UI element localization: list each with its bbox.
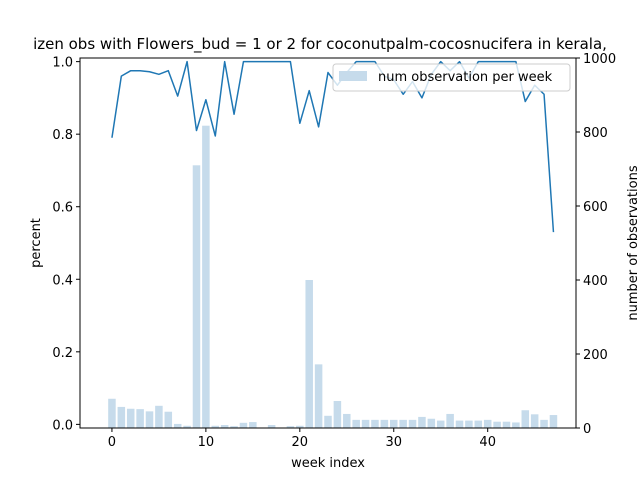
bar <box>230 426 238 428</box>
bar <box>202 125 210 429</box>
bar <box>436 420 445 428</box>
x-tick-label: 20 <box>292 435 309 450</box>
bar <box>427 418 436 428</box>
x-axis: 0 10 20 30 40 <box>108 428 496 450</box>
bar <box>483 419 492 428</box>
y-left-tick-label: 1.0 <box>52 56 73 71</box>
y-left-tick-label: 0.6 <box>52 201 73 216</box>
y-axis-right-label: number of observations <box>626 165 640 320</box>
bar <box>530 414 539 428</box>
y-left-tick-label: 0.8 <box>52 128 73 143</box>
bar <box>305 280 313 428</box>
y-right-tick-label: 800 <box>583 126 608 141</box>
bar <box>380 419 389 428</box>
bar <box>333 400 342 428</box>
bar <box>314 364 323 428</box>
y-left-tick-label: 0.2 <box>52 346 73 361</box>
x-tick-label: 40 <box>479 435 496 450</box>
bar-series <box>108 125 558 429</box>
bar <box>493 421 501 428</box>
y-right-tick-label: 400 <box>583 274 608 289</box>
y-right-tick-label: 0 <box>583 422 591 437</box>
bar <box>455 420 464 428</box>
bar <box>343 413 351 428</box>
bar <box>408 419 417 428</box>
y-axis-right: 0 200 400 600 800 1000 <box>576 52 616 437</box>
y-axis-left: 0.0 0.2 0.4 0.6 0.8 1.0 <box>52 56 80 433</box>
x-tick-label: 10 <box>198 435 215 450</box>
plot-frame <box>79 57 577 429</box>
bar <box>126 408 135 428</box>
bar <box>155 405 163 428</box>
x-tick-label: 30 <box>385 435 402 450</box>
bar <box>465 420 473 428</box>
y-left-tick-label: 0.4 <box>52 273 73 288</box>
bar <box>286 426 295 428</box>
y-right-tick-label: 1000 <box>583 52 616 67</box>
x-tick-label: 0 <box>108 435 116 450</box>
bar <box>352 419 360 428</box>
bar <box>267 425 276 428</box>
bar <box>540 419 548 428</box>
bar <box>145 411 154 428</box>
bar <box>399 419 407 428</box>
y-axis-left-label: percent <box>29 218 44 268</box>
bar <box>521 410 530 428</box>
legend-label: num observation per week <box>378 70 553 85</box>
chart-title: izen obs with Flowers_bud = 1 or 2 for c… <box>33 35 607 54</box>
bar <box>418 416 426 428</box>
bar <box>324 415 332 428</box>
bar <box>220 425 229 428</box>
legend-box <box>332 63 571 92</box>
bar <box>183 425 191 428</box>
bar <box>239 422 248 428</box>
bar <box>512 422 520 428</box>
bar <box>192 165 201 429</box>
bar <box>474 420 483 428</box>
y-right-tick-label: 600 <box>583 200 608 215</box>
bar <box>549 415 558 428</box>
bar <box>164 411 173 428</box>
bar <box>502 421 511 428</box>
bar <box>136 409 144 428</box>
legend: num observation per week <box>332 63 571 92</box>
bar <box>249 422 257 428</box>
bar <box>108 398 116 428</box>
y-left-tick-label: 0.0 <box>52 418 73 433</box>
bar <box>211 425 220 428</box>
legend-swatch <box>339 71 367 81</box>
x-axis-label: week index <box>291 456 365 471</box>
bar <box>371 419 379 428</box>
bar <box>117 406 126 428</box>
bar <box>296 425 304 428</box>
bar <box>173 423 182 428</box>
y-right-tick-label: 200 <box>583 348 608 363</box>
bar <box>390 419 398 428</box>
bar <box>361 419 370 428</box>
bar <box>446 413 454 428</box>
